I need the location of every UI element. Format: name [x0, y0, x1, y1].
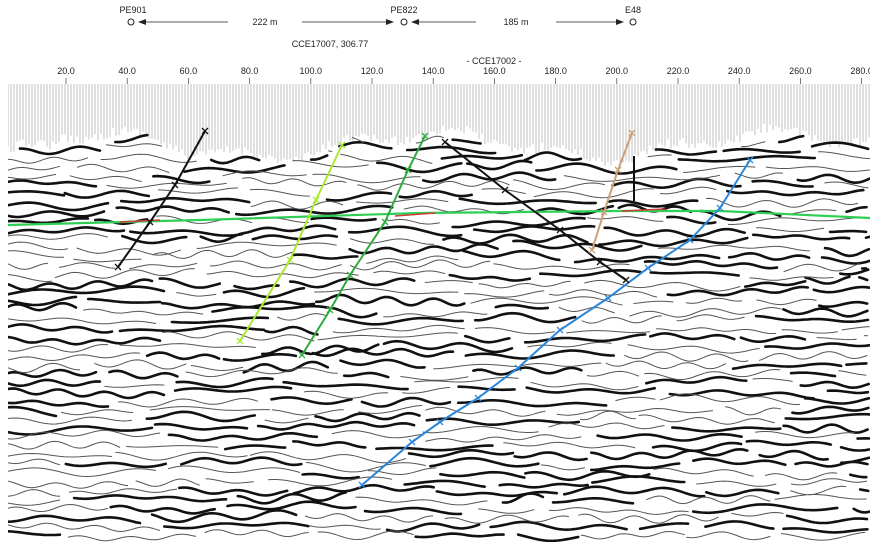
fault-node-marker [644, 264, 652, 272]
axis-tick-label: 240.0 [728, 66, 751, 76]
fault-line-lime [239, 144, 343, 342]
axis-tick-label: 180.0 [544, 66, 567, 76]
well-header: PE901 PE822 E48 222 m 185 m CCE17007, 30… [119, 5, 641, 66]
fault-node-marker [326, 306, 334, 314]
axis-tick-label: 20.0 [57, 66, 75, 76]
strong-reflectors [8, 133, 870, 542]
seismic-wiggles [8, 133, 870, 542]
axis-tick-label: 260.0 [789, 66, 812, 76]
fault-node-marker [556, 226, 564, 234]
fault-node-marker [346, 271, 354, 279]
well-marker-pe822 [400, 18, 408, 26]
fault-node-marker [622, 276, 630, 284]
well-top-marker [394, 212, 436, 217]
fault-node-marker [474, 394, 482, 402]
fault-node-marker [628, 129, 636, 137]
axis-tick-label: 80.0 [241, 66, 259, 76]
trace-tops [8, 84, 870, 167]
fault-node-marker [408, 438, 416, 446]
fault-node-marker [614, 166, 622, 174]
fault-node-marker [312, 196, 320, 204]
tie-line-label: CCE17007, 306.77 [292, 39, 369, 49]
fault-node-marker [600, 208, 608, 216]
arrow-left-icon [411, 19, 419, 25]
arrow-right-icon [386, 19, 394, 25]
fault-node-marker [146, 218, 154, 226]
line-title: - CCE17002 - [466, 56, 521, 66]
fault-node-marker [338, 141, 346, 149]
axis-tick-label: 200.0 [606, 66, 629, 76]
well-marker-pe901 [127, 18, 135, 26]
fault-node-marker [236, 337, 244, 345]
axis-tick-label: 280.0 [850, 66, 870, 76]
distance-label-1: 222 m [252, 17, 277, 27]
axis-tick-label: 100.0 [300, 66, 323, 76]
well-tops [119, 208, 666, 223]
fault-node-marker [404, 166, 412, 174]
fault-node-marker [298, 351, 306, 359]
fault-node-marker [556, 326, 564, 334]
trace-axis: 20.0 40.0 60.0 80.0 100.0 120.0 140.0 160.0 180.… [57, 66, 870, 84]
axis-tick-label: 120.0 [361, 66, 384, 76]
fault-node-marker [436, 418, 444, 426]
fault-node-marker [514, 364, 522, 372]
fault-node-marker [421, 132, 429, 140]
fault-node-marker [588, 246, 596, 254]
seismic-section [8, 84, 870, 542]
axis-tick-label: 140.0 [422, 66, 445, 76]
fault-node-marker [381, 218, 389, 226]
fault-node-marker [501, 186, 509, 194]
fault-control-points [114, 127, 754, 489]
fault-node-marker [441, 138, 449, 146]
distance-label-2: 185 m [503, 17, 528, 27]
fault-node-marker [746, 156, 754, 164]
fault-node-marker [716, 204, 724, 212]
fault-line-green [301, 135, 426, 356]
fault-node-marker [171, 181, 179, 189]
arrow-left-icon [138, 19, 146, 25]
fault-node-marker [686, 236, 694, 244]
trace-lines [8, 84, 870, 167]
well-label-pe822: PE822 [390, 5, 417, 15]
fault-line-tan [591, 132, 633, 251]
well-top-marker [621, 208, 666, 212]
fault-node-marker [604, 294, 612, 302]
well-label-pe901: PE901 [119, 5, 146, 15]
horizon-line [7, 209, 870, 227]
fault-node-marker [114, 263, 122, 271]
axis-tick-label: 60.0 [180, 66, 198, 76]
well-top-marker [119, 219, 161, 223]
fault-node-marker [596, 258, 604, 266]
weak-reflectors [8, 135, 870, 542]
fault-node-marker [286, 256, 294, 264]
well-marker-e48 [629, 18, 637, 26]
well-label-e48: E48 [625, 5, 641, 15]
interpretation-overlay [7, 127, 870, 489]
fault-node-marker [201, 127, 209, 135]
fault-line-black-left [117, 130, 206, 268]
arrow-right-icon [616, 19, 624, 25]
fault-node-marker [358, 481, 366, 489]
axis-tick-label: 40.0 [118, 66, 136, 76]
axis-tick-label: 160.0 [483, 66, 506, 76]
axis-tick-label: 220.0 [667, 66, 690, 76]
